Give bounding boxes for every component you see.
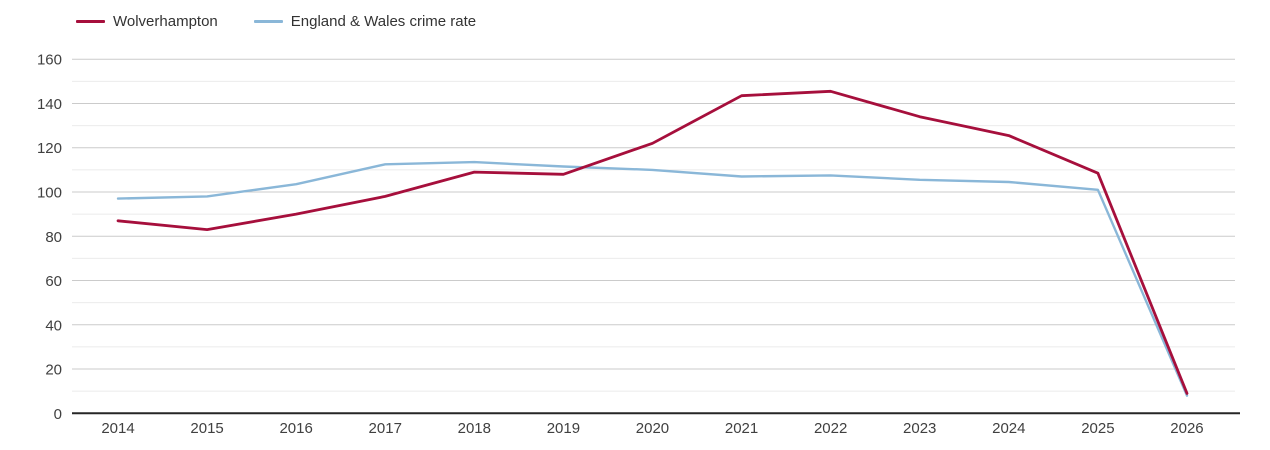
legend-line-swatch-england-wales <box>253 20 283 23</box>
legend-item-wolverhampton: Wolverhampton <box>76 13 218 30</box>
x-tick-label-2017: 2017 <box>369 420 402 437</box>
x-tick-label-2018: 2018 <box>458 420 491 437</box>
y-tick-label-0: 0 <box>54 406 62 423</box>
y-tick-label-20: 20 <box>45 362 62 379</box>
x-tick-label-2021: 2021 <box>725 420 758 437</box>
x-tick-label-2019: 2019 <box>547 420 580 437</box>
legend-label-wolverhampton: Wolverhampton <box>113 13 218 30</box>
series-line-england-wales-crime-rate <box>116 160 1189 397</box>
x-tick-label-2023: 2023 <box>903 420 936 437</box>
y-tick-label-80: 80 <box>45 229 62 246</box>
x-tick-label-2025: 2025 <box>1081 420 1114 437</box>
legend-item-england-wales-crime-rate: England & Wales crime rate <box>253 13 477 30</box>
chart-legend: Wolverhampton England & Wales crime rate <box>76 13 476 30</box>
series-line-wolverhampton <box>116 89 1189 395</box>
x-tick-label-2016: 2016 <box>279 420 312 437</box>
y-tick-label-60: 60 <box>45 273 62 290</box>
y-tick-label-120: 120 <box>37 140 62 157</box>
legend-label-england-wales: England & Wales crime rate <box>290 13 477 30</box>
y-tick-label-40: 40 <box>45 317 62 334</box>
y-tick-label-100: 100 <box>37 184 62 201</box>
x-tick-label-2024: 2024 <box>992 420 1025 437</box>
x-tick-label-2020: 2020 <box>636 420 669 437</box>
x-tick-label-2026: 2026 <box>1170 420 1203 437</box>
x-tick-label-2015: 2015 <box>190 420 223 437</box>
x-tick-label-2022: 2022 <box>814 420 847 437</box>
y-tick-label-140: 140 <box>37 96 62 113</box>
y-tick-label-160: 160 <box>37 52 62 69</box>
x-tick-label-2014: 2014 <box>101 420 134 437</box>
legend-line-swatch-wolverhampton <box>76 20 105 23</box>
